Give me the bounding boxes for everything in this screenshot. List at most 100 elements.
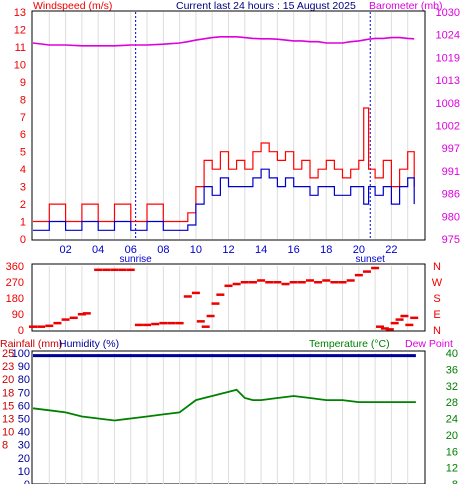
windspeed-tick: 7 [20, 112, 26, 124]
temperature-series [32, 388, 416, 422]
compass-label: S [433, 293, 440, 305]
barometer-tick: 1008 [436, 98, 460, 110]
direction-point [69, 316, 78, 320]
direction-point [338, 281, 347, 284]
humidity-tick: 10 [18, 466, 30, 478]
windspeed-tick: 10 [14, 59, 26, 71]
barometer-tick: 991 [442, 166, 460, 178]
temperature-tick: 16 [446, 446, 458, 458]
rain-tick: 23 [2, 361, 14, 373]
humidity-tick: 30 [18, 440, 30, 452]
barometer-tick: 1013 [436, 75, 460, 87]
direction-point [405, 323, 414, 327]
rain-tick: 10 [2, 427, 14, 439]
direction-point [159, 321, 168, 325]
barometer-tick: 1002 [436, 121, 460, 133]
direction-point [362, 270, 371, 273]
temperature-tick: 32 [446, 381, 458, 393]
direction-point [118, 268, 127, 272]
direction-point [395, 318, 404, 321]
barometer-tick: 1030 [436, 7, 460, 19]
direction-point [376, 325, 385, 328]
direction-point [175, 321, 184, 325]
compass-label: E [433, 309, 440, 321]
direction-point [297, 281, 306, 284]
rain-tick: 20 [2, 374, 14, 386]
compass-label: N [433, 261, 441, 273]
direction-point [224, 284, 233, 288]
barometer-tick: 1024 [436, 30, 460, 42]
windspeed-tick: 0 [20, 234, 26, 246]
dewpoint-label: Dew Point [405, 338, 453, 350]
direction-point [151, 322, 160, 326]
windspeed-tick: 1 [20, 217, 26, 229]
rain-tick: 25 [2, 348, 14, 360]
direction-point [232, 282, 241, 286]
temperature-tick: 12 [446, 463, 458, 475]
hour-tick: 20 [353, 244, 365, 256]
direction-point [134, 323, 143, 327]
direction-point [206, 314, 215, 318]
direction-point [211, 302, 220, 305]
direction-point [289, 281, 298, 284]
direction-point [45, 324, 54, 328]
direction-point [354, 273, 363, 277]
direction-point [82, 312, 91, 315]
humidity-tick: 50 [18, 414, 30, 426]
direction-point [240, 281, 249, 284]
hour-tick: 16 [288, 244, 300, 256]
windspeed-tick: 5 [20, 147, 26, 159]
windspeed-tick: 4 [20, 164, 26, 176]
direction-point [265, 281, 274, 284]
hour-tick: 04 [92, 244, 104, 256]
sunrise-marker: sunrise [120, 254, 153, 265]
hour-tick: 06 [125, 244, 137, 256]
windspeed-tick: 13 [14, 7, 26, 19]
temperature-label: Temperature (°C) [309, 338, 390, 350]
direction-point [400, 314, 409, 318]
rain-tick: 8 [2, 440, 8, 452]
hour-tick: 18 [320, 244, 332, 256]
barometer-label: Barometer (mb) [369, 0, 443, 12]
direction-point [191, 291, 200, 295]
direction-point [346, 279, 355, 282]
direction-point [281, 282, 290, 286]
humidity-tick: 60 [18, 400, 30, 412]
humidity-tick: 40 [18, 427, 30, 439]
temperature-tick: 8 [452, 479, 458, 484]
hour-tick: 10 [190, 244, 202, 256]
direction-tick: 90 [12, 309, 24, 321]
windspeed-tick: 8 [20, 94, 26, 106]
direction-point [110, 268, 119, 272]
wind-gust-series [33, 107, 415, 223]
direction-point [201, 325, 210, 328]
barometer-tick: 980 [442, 211, 460, 223]
humidity-tick: 90 [18, 361, 30, 373]
temperature-tick: 40 [446, 348, 458, 360]
direction-point [183, 295, 192, 298]
windspeed-tick: 11 [15, 42, 26, 54]
direction-point [216, 293, 225, 296]
humidity-tick: 20 [18, 453, 30, 465]
barometer-tick: 997 [442, 143, 460, 155]
temperature-tick: 20 [446, 430, 458, 442]
direction-point [330, 281, 339, 284]
chart-title: Current last 24 hours : 15 August 2025 [176, 0, 356, 12]
direction-point [53, 321, 62, 325]
direction-point [390, 321, 399, 325]
sunset-marker: sunset [356, 254, 386, 265]
direction-point [248, 281, 257, 284]
direction-point [380, 327, 389, 330]
direction-point [61, 318, 70, 321]
compass-label: N [433, 325, 441, 337]
direction-point [102, 268, 111, 272]
rainfall-label: Rainfall (mm) [0, 338, 62, 350]
direction-point [305, 279, 314, 282]
windspeed-tick: 3 [20, 182, 26, 194]
humidity-tick: 100 [12, 348, 30, 360]
windspeed-label: Windspeed (m/s) [33, 0, 112, 12]
barometer-tick: 1019 [436, 52, 460, 64]
rain-tick: 15 [2, 400, 14, 412]
hour-tick: 02 [59, 244, 71, 256]
humidity-tick: 70 [18, 387, 30, 399]
